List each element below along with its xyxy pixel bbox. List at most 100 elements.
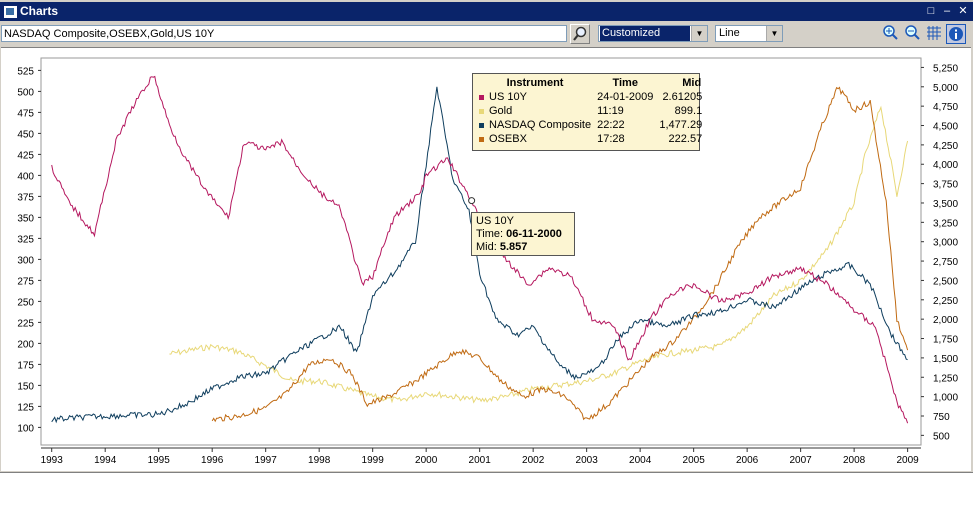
x-tick-label: 2004 bbox=[629, 455, 652, 466]
x-axis: 1993 1994 1995 1996 1997 1998 1999 2000 2001 2002… bbox=[41, 448, 920, 466]
right-tick-label: 1,000 bbox=[933, 393, 958, 404]
left-tick-label: 175 bbox=[17, 360, 34, 371]
series-group bbox=[51, 75, 909, 424]
x-tick-label: 2003 bbox=[576, 455, 599, 466]
right-tick-label: 5,000 bbox=[933, 83, 958, 94]
zoom-in-icon bbox=[883, 25, 898, 40]
legend-name: NASDAQ Composite bbox=[489, 119, 592, 131]
tooltip-mid-value: 5.857 bbox=[499, 241, 528, 253]
right-tick-label: 2,000 bbox=[933, 315, 958, 326]
chart-type-select[interactable]: Line ▼ bbox=[715, 25, 783, 42]
legend-mid: 2.61205 bbox=[662, 91, 703, 103]
legend-header-mid: Mid bbox=[682, 77, 702, 89]
legend-header-instrument: Instrument bbox=[506, 77, 564, 89]
right-tick-label: 3,000 bbox=[933, 238, 958, 249]
x-tick-label: 2009 bbox=[897, 455, 920, 466]
left-tick-label: 500 bbox=[17, 87, 34, 98]
info-icon bbox=[949, 27, 963, 41]
legend-mid: 222.57 bbox=[668, 133, 703, 145]
left-tick-label: 350 bbox=[17, 213, 34, 224]
zoom-out-button[interactable] bbox=[902, 24, 922, 44]
x-tick-label: 2008 bbox=[843, 455, 866, 466]
x-tick-label: 1996 bbox=[201, 455, 224, 466]
x-tick-label: 1998 bbox=[308, 455, 331, 466]
zoom-out-icon bbox=[905, 25, 920, 40]
legend-row[interactable]: US 10Y 24-01-2009 2.61205 bbox=[476, 90, 705, 104]
right-axis: 500 750 1,000 1,250 1,500 1,750 2,000 2,250 2,50… bbox=[921, 63, 958, 442]
legend-swatch bbox=[479, 94, 484, 100]
legend-mid: 1,477.29 bbox=[659, 119, 703, 131]
x-tick-label: 2006 bbox=[736, 455, 759, 466]
left-tick-label: 150 bbox=[17, 381, 34, 392]
preset-select-value: Customized bbox=[600, 26, 690, 41]
right-tick-label: 2,750 bbox=[933, 257, 958, 268]
legend-row[interactable]: Gold 11:19 899.1 bbox=[476, 104, 705, 118]
left-tick-label: 400 bbox=[17, 171, 34, 182]
search-button[interactable] bbox=[570, 24, 590, 44]
left-tick-label: 225 bbox=[17, 318, 34, 329]
left-tick-label: 100 bbox=[17, 423, 34, 434]
legend-table: Instrument Time Mid US 10Y 24-01-2009 2.… bbox=[476, 76, 705, 146]
legend-time: 11:19 bbox=[597, 105, 624, 117]
right-tick-label: 5,250 bbox=[933, 63, 958, 74]
tooltip-time-label: Time: bbox=[476, 228, 504, 240]
search-input-value: NASDAQ Composite,OSEBX,Gold,US 10Y bbox=[4, 28, 215, 40]
tooltip-mid-label: Mid: bbox=[476, 241, 497, 253]
title-bar: Charts □ – ✕ bbox=[0, 2, 973, 21]
charts-app-icon bbox=[3, 5, 18, 19]
right-tick-label: 2,500 bbox=[933, 276, 958, 287]
tooltip-time-value: 06-11-2000 bbox=[506, 228, 562, 240]
legend-header-time: Time bbox=[612, 77, 638, 89]
tooltip-mid-row: Mid: 5.857 bbox=[476, 241, 570, 254]
legend-swatch bbox=[479, 108, 484, 114]
left-tick-label: 250 bbox=[17, 297, 34, 308]
zoom-in-button[interactable] bbox=[880, 24, 900, 44]
right-tick-label: 4,000 bbox=[933, 160, 958, 171]
legend-mid: 899.1 bbox=[674, 105, 703, 117]
legend-row[interactable]: NASDAQ Composite 22:22 1,477.29 bbox=[476, 118, 705, 132]
legend-time: 22:22 bbox=[597, 119, 625, 131]
left-tick-label: 475 bbox=[17, 108, 34, 119]
close-icon[interactable]: ✕ bbox=[958, 5, 968, 17]
info-button[interactable] bbox=[946, 24, 966, 44]
right-tick-label: 750 bbox=[933, 412, 950, 423]
legend-row[interactable]: OSEBX 17:28 222.57 bbox=[476, 132, 705, 146]
charts-window: Charts □ – ✕ NASDAQ Composite,OSEBX,Gold… bbox=[0, 0, 973, 473]
chevron-down-icon[interactable]: ▼ bbox=[691, 26, 707, 41]
x-tick-label: 1994 bbox=[94, 455, 117, 466]
legend-swatch bbox=[479, 122, 484, 128]
x-tick-label: 1999 bbox=[362, 455, 385, 466]
grid-button[interactable] bbox=[924, 24, 944, 44]
preset-select[interactable]: Customized ▼ bbox=[598, 25, 708, 42]
series-line-nasdaq-composite bbox=[51, 86, 908, 424]
grid-icon bbox=[927, 26, 941, 40]
x-tick-label: 2002 bbox=[522, 455, 545, 466]
right-tick-label: 4,500 bbox=[933, 122, 958, 133]
right-tick-label: 2,250 bbox=[933, 296, 958, 307]
left-tick-label: 450 bbox=[17, 129, 34, 140]
search-icon bbox=[573, 26, 587, 41]
left-tick-label: 200 bbox=[17, 339, 34, 350]
left-axis: 100 125 150 175 200 225 250 275 300 325 350 375 400 4… bbox=[17, 66, 41, 434]
left-tick-label: 275 bbox=[17, 276, 34, 287]
right-tick-label: 4,250 bbox=[933, 141, 958, 152]
window-title: Charts bbox=[20, 4, 59, 18]
chevron-down-icon[interactable]: ▼ bbox=[766, 26, 782, 41]
right-tick-label: 3,250 bbox=[933, 218, 958, 229]
right-tick-label: 1,750 bbox=[933, 335, 958, 346]
toolbar: NASDAQ Composite,OSEBX,Gold,US 10Y Custo… bbox=[0, 21, 973, 47]
left-tick-label: 125 bbox=[17, 402, 34, 413]
minimize-icon[interactable]: – bbox=[943, 5, 951, 17]
legend-name: Gold bbox=[489, 105, 513, 117]
left-tick-label: 425 bbox=[17, 150, 34, 161]
legend-swatch bbox=[479, 136, 484, 142]
tooltip-time-row: Time: 06-11-2000 bbox=[476, 228, 570, 241]
x-tick-label: 2005 bbox=[683, 455, 706, 466]
legend-time: 17:28 bbox=[597, 133, 625, 145]
tooltip-series: US 10Y bbox=[476, 215, 514, 227]
right-tick-label: 4,750 bbox=[933, 102, 958, 113]
legend-time: 24-01-2009 bbox=[597, 91, 654, 103]
instrument-search-input[interactable]: NASDAQ Composite,OSEBX,Gold,US 10Y bbox=[1, 25, 567, 42]
restore-icon[interactable]: □ bbox=[927, 5, 935, 17]
hover-tooltip: US 10Y Time: 06-11-2000 Mid: 5.857 bbox=[471, 212, 575, 256]
